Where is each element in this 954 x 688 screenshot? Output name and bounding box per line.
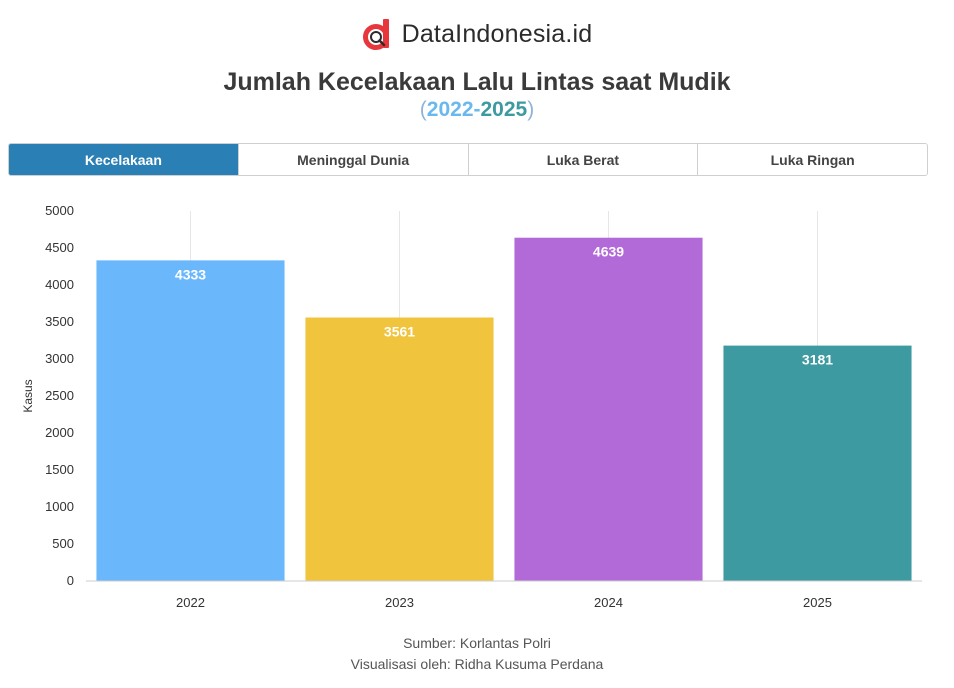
- x-tick-label: 2024: [594, 595, 623, 610]
- chart-footer: Sumber: Korlantas Polri Visualisasi oleh…: [0, 633, 954, 675]
- x-tick-label: 2025: [803, 595, 832, 610]
- subtitle-year-start: 2022: [426, 98, 474, 121]
- chart-title: Jumlah Kecelakaan Lalu Lintas saat Mudik: [223, 68, 731, 96]
- tab-luka-ringan[interactable]: Luka Ringan: [697, 144, 927, 175]
- y-tick-label: 3500: [45, 314, 74, 329]
- bar-value-label: 3181: [802, 352, 833, 368]
- tab-meninggal-dunia[interactable]: Meninggal Dunia: [237, 144, 468, 175]
- y-tick-label: 1500: [45, 462, 74, 477]
- y-tick-label: 2500: [45, 388, 74, 403]
- subtitle-year-end: 2025: [480, 98, 528, 121]
- credit-note: Visualisasi oleh: Ridha Kusuma Perdana: [350, 656, 604, 672]
- chart-subtitle: (2022-2025): [0, 98, 954, 122]
- y-tick-label: 4500: [45, 240, 74, 255]
- subtitle-dash: -: [473, 98, 481, 121]
- metric-tabs: Kecelakaan Meninggal Dunia Luka Berat Lu…: [8, 143, 928, 176]
- tab-luka-berat[interactable]: Luka Berat: [467, 144, 698, 175]
- brand-name: DataIndonesia.id: [401, 19, 593, 48]
- bar-value-label: 4639: [593, 244, 624, 260]
- y-tick-label: 4000: [45, 277, 74, 292]
- bar-chart: 0 500 1000 1500 2000 2500 3000 3500 4000 4500 5000…: [21, 203, 922, 610]
- bar-value-label: 3561: [384, 323, 415, 339]
- dataindonesia-logo-icon: [362, 19, 389, 50]
- y-tick-label: 3000: [45, 351, 74, 366]
- bar-value-label: 4333: [175, 266, 206, 282]
- y-tick-label: 0: [67, 573, 74, 588]
- y-tick-label: 500: [52, 536, 74, 551]
- brand-header: DataIndonesia.id: [0, 18, 954, 50]
- y-tick-label: 5000: [45, 203, 74, 218]
- tab-kecelakaan[interactable]: Kecelakaan: [9, 144, 238, 175]
- subtitle-close-paren: ): [527, 98, 535, 121]
- source-note: Sumber: Korlantas Polri: [403, 635, 551, 651]
- subtitle-open-paren: (: [419, 98, 427, 121]
- bar-2022: [96, 260, 285, 581]
- x-tick-label: 2023: [385, 595, 414, 610]
- bar-2023: [305, 317, 494, 581]
- y-tick-label: 2000: [45, 425, 74, 440]
- bar-2024: [514, 237, 703, 582]
- bar-2025: [723, 345, 912, 581]
- y-tick-label: 1000: [45, 499, 74, 514]
- y-axis-title: Kasus: [21, 379, 35, 412]
- x-tick-label: 2022: [176, 595, 205, 610]
